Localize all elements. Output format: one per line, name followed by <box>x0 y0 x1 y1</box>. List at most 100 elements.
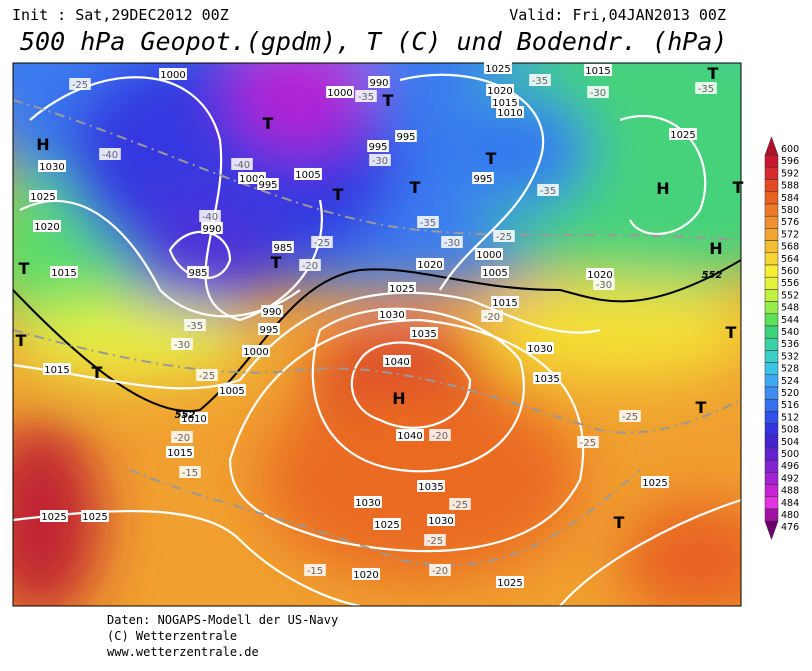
contour-label-box <box>427 514 455 526</box>
colorbar-label: 556 <box>781 278 799 289</box>
colorbar-label: 528 <box>781 364 799 375</box>
colorbar-cell <box>764 496 779 510</box>
contour-label: -35 <box>187 321 203 332</box>
contour-label: 1020 <box>587 270 612 281</box>
contour-label: 1025 <box>497 578 522 589</box>
colorbar-cell <box>764 374 779 388</box>
colorbar-cell <box>764 423 779 437</box>
contour-label-box <box>496 576 524 588</box>
contour-label-box <box>641 476 669 488</box>
contour-label-box <box>166 446 194 458</box>
contour-label-box <box>491 96 519 108</box>
colorbar-cell <box>764 459 779 473</box>
contour-label-box <box>417 216 439 228</box>
colorbar-cell <box>764 325 779 339</box>
contour-label: -35 <box>698 84 714 95</box>
contour-label-box <box>184 319 206 331</box>
contour-label-box <box>299 259 321 271</box>
contour-label: -25 <box>314 238 330 249</box>
colorbar-label: 572 <box>781 229 799 240</box>
pressure-center: T <box>333 185 344 204</box>
contour-label: 1015 <box>585 66 610 77</box>
contour-label: 1030 <box>355 498 380 509</box>
contour-label-box <box>33 220 61 232</box>
contour-label-box <box>429 564 451 576</box>
contour-label: 990 <box>369 78 388 89</box>
colorbar-label: 592 <box>781 168 799 179</box>
contour-label: 985 <box>273 243 292 254</box>
colorbar-label: 512 <box>781 412 799 423</box>
contour-label: 990 <box>262 307 281 318</box>
colorbar-label: 580 <box>781 205 799 216</box>
contour-label: -30 <box>174 340 190 351</box>
contour-label-box <box>484 62 512 74</box>
colorbar-cell <box>764 289 779 302</box>
contour-label: -30 <box>596 280 612 291</box>
contour-label-box <box>441 236 463 248</box>
contour-label: 1010 <box>497 108 522 119</box>
contour-label-box <box>257 178 279 190</box>
colorbar-cell <box>764 350 779 363</box>
contour-label-box <box>395 130 417 142</box>
contour-label: -40 <box>202 212 218 223</box>
colorbar-label: 548 <box>781 303 799 314</box>
pressure-center: T <box>271 253 282 272</box>
contour-label: -25 <box>427 536 443 547</box>
colorbar-cell <box>764 301 779 315</box>
contour-label: 1005 <box>295 170 320 181</box>
contour-label-box <box>593 278 615 290</box>
colorbar-cell <box>764 435 779 449</box>
colorbar-label: 536 <box>781 339 799 350</box>
contour-label: 1030 <box>527 344 552 355</box>
contour-label-box <box>587 86 609 98</box>
contour-label-box <box>410 327 438 339</box>
contour-label-box <box>368 76 390 88</box>
colorbar-cell <box>764 386 779 400</box>
contour-label-box <box>218 384 246 396</box>
contour-label-box <box>326 86 354 98</box>
contour-label-box <box>40 510 68 522</box>
contour-label: -40 <box>234 160 250 171</box>
pressure-center: H <box>709 239 722 258</box>
contour-label: 1025 <box>41 512 66 523</box>
colorbar-label: 596 <box>781 156 799 167</box>
colorbar-cell <box>764 313 779 327</box>
colorbar-cell <box>764 191 779 205</box>
contour-label: -30 <box>590 88 606 99</box>
contour-label-box <box>29 190 57 202</box>
contour-label-box <box>577 436 599 448</box>
contour-label-box <box>196 369 218 381</box>
footer-url: www.wetterzentrale.de <box>107 645 259 659</box>
contour-label-box <box>383 355 411 367</box>
contour-label-box <box>619 410 641 422</box>
contour-label: 1035 <box>411 329 436 340</box>
colorbar-label: 484 <box>781 498 799 509</box>
pressure-center: H <box>392 389 405 408</box>
pressure-center: T <box>383 91 394 110</box>
colorbar-label: 576 <box>781 217 799 228</box>
contour-label-box <box>475 248 503 260</box>
contour-label-box <box>533 372 561 384</box>
contour-label: -20 <box>432 431 448 442</box>
init-time: Init : Sat,29DEC2012 00Z <box>12 6 229 24</box>
contour-label-box <box>486 84 514 96</box>
contour-label-box <box>159 68 187 80</box>
contour-label: 552 <box>702 270 723 281</box>
colorbar-cell <box>764 520 779 541</box>
contour-label: 1040 <box>384 357 409 368</box>
contour-label-box <box>179 466 201 478</box>
contour-label-box <box>43 363 71 375</box>
pressure-center: T <box>733 178 744 197</box>
colorbar-cell <box>764 362 779 376</box>
colorbar-label: 540 <box>781 327 799 338</box>
colorbar-label: 500 <box>781 449 799 460</box>
pressure-center: H <box>36 135 49 154</box>
map-frame <box>12 62 742 607</box>
colorbar-cell <box>764 398 779 412</box>
contour-label-box <box>472 172 494 184</box>
contour-label: 1005 <box>219 386 244 397</box>
contour-label: 1020 <box>34 222 59 233</box>
contour-label-box <box>416 258 444 270</box>
